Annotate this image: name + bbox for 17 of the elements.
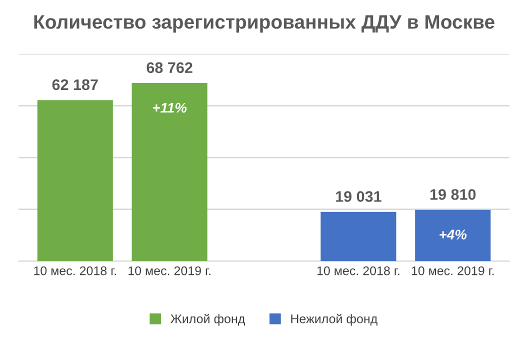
chart-title: Количество зарегистрированных ДДУ в Москве <box>34 15 494 33</box>
data-label: 68 762 <box>146 62 192 74</box>
bar <box>132 83 208 262</box>
x-tick-label: 10 мес. 2019 г. <box>128 266 210 276</box>
data-label: 62 187 <box>52 79 98 90</box>
data-label: 19 031 <box>336 191 382 202</box>
bar <box>37 100 113 262</box>
x-tick-label: 10 мес. 2018 г. <box>34 266 116 276</box>
bar <box>320 212 396 262</box>
x-tick-label: 10 мес. 2018 г. <box>317 266 400 276</box>
annotation: +11% <box>152 102 187 113</box>
annotation: +4% <box>440 230 467 240</box>
legend-label: Жилой фонд <box>170 314 245 326</box>
x-tick-label: 10 мес. 2019 г. <box>412 266 494 276</box>
data-label: 19 810 <box>430 189 476 200</box>
bar <box>415 210 491 262</box>
legend-label: Нежилой фонд <box>291 314 378 326</box>
